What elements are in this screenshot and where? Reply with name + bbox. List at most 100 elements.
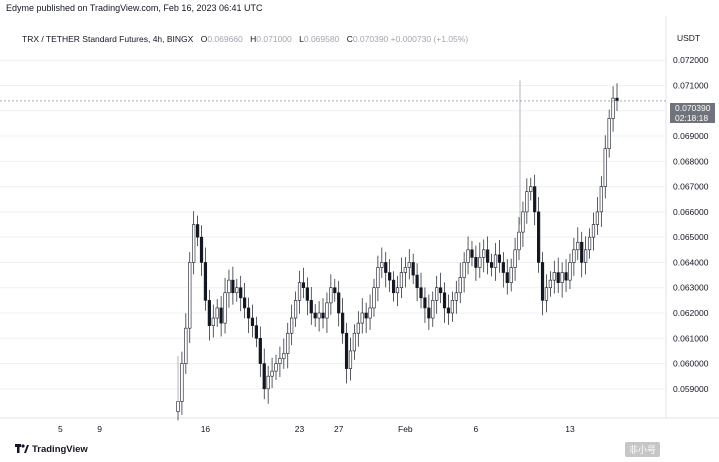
candle-body <box>450 300 454 314</box>
last-price-tag: 0.070390 02:18:18 <box>670 103 715 123</box>
y-tick-label: 0.067000 <box>673 182 709 192</box>
x-tick-label: 16 <box>201 424 211 434</box>
x-tick-label: 23 <box>295 424 305 434</box>
candle-body <box>274 363 278 372</box>
candle-body <box>372 287 376 309</box>
candle-body <box>521 211 525 233</box>
candle-body <box>301 282 306 289</box>
candle-body <box>529 186 533 192</box>
candle-body <box>572 249 576 263</box>
candle-body <box>325 302 329 319</box>
candle-body <box>595 211 600 225</box>
candle-body <box>309 300 313 314</box>
y-tick-label: 0.064000 <box>673 257 709 267</box>
candle-body <box>607 118 611 149</box>
candle-body <box>537 211 541 263</box>
candle-body <box>207 300 211 326</box>
watermark-badge: 非小号 <box>625 442 661 457</box>
x-tick-label: 27 <box>334 424 344 434</box>
candle-body <box>407 262 411 268</box>
candle-body <box>548 279 552 289</box>
candle-body <box>423 297 427 309</box>
candle-body <box>525 191 529 213</box>
candle-body <box>297 282 302 301</box>
candle-body <box>376 267 380 289</box>
candle-body <box>211 317 215 326</box>
y-tick-label: 0.063000 <box>673 283 709 293</box>
candle-body <box>235 287 239 294</box>
candle-body <box>442 292 447 309</box>
legend-close-label: C <box>346 34 353 44</box>
candle-body <box>176 401 180 412</box>
candle-body <box>513 249 517 268</box>
candle-body <box>439 287 443 294</box>
candle-body <box>556 272 560 283</box>
candle-body <box>368 307 372 319</box>
y-tick-label: 0.066000 <box>673 207 709 217</box>
candle-body <box>239 287 243 299</box>
candle-body <box>321 312 325 319</box>
legend-open: 0.069660 <box>207 34 243 44</box>
candle-body <box>497 254 502 263</box>
candle-body <box>462 262 466 278</box>
x-tick-label: Feb <box>398 424 413 434</box>
publish-text: Edyme published on TradingView.com, Feb … <box>6 3 263 13</box>
candle-body <box>188 262 192 329</box>
candle-body <box>435 287 439 301</box>
legend-open-label: O <box>200 34 208 44</box>
candle-body <box>486 249 490 263</box>
last-price-value: 0.070390 <box>675 103 711 113</box>
legend-low-label: L <box>299 34 304 44</box>
candle-body <box>262 363 266 390</box>
candle-body <box>391 279 396 294</box>
x-tick-label: 6 <box>474 424 479 434</box>
candle-body <box>411 262 415 276</box>
candle-body <box>203 262 208 301</box>
legend-close: 0.070390 <box>352 34 389 44</box>
y-tick-label: 0.059000 <box>673 384 709 394</box>
candle-body <box>344 332 349 369</box>
candle-body <box>199 236 204 263</box>
legend-symbol[interactable]: TRX / TETHER Standard Futures, 4h, BINGX <box>22 34 194 44</box>
candle-body <box>615 97 619 101</box>
candle-body <box>293 300 298 319</box>
candle-body <box>317 312 321 319</box>
candle-body <box>282 353 286 359</box>
candle-body <box>395 287 400 294</box>
candle-body <box>517 231 521 251</box>
candle-body <box>195 224 200 238</box>
candle-body <box>493 254 498 268</box>
candle-body <box>380 262 384 268</box>
currency-label[interactable]: USDT <box>677 33 701 43</box>
candle-body <box>246 307 251 319</box>
candle-body <box>231 279 235 294</box>
candle-body <box>388 272 392 281</box>
legend-low: 0.069580 <box>303 34 340 44</box>
candle-body <box>540 262 545 301</box>
candle-body <box>482 249 486 258</box>
legend-high: 0.071000 <box>256 34 292 44</box>
candle-body <box>458 277 462 294</box>
candle-body <box>470 249 474 258</box>
candle-body <box>313 312 317 319</box>
candle-body <box>254 325 258 339</box>
candle-body <box>427 307 431 319</box>
candle-body <box>587 236 592 251</box>
chart-frame: 0.059000 0.060000 0.061000 0.062000 0.063000… <box>0 16 719 457</box>
price-chart[interactable]: 0.059000 0.060000 0.061000 0.062000 0.063000… <box>0 16 719 446</box>
legend-high-label: H <box>250 34 257 44</box>
candle-body <box>576 241 580 251</box>
publish-bar: Edyme published on TradingView.com, Feb … <box>0 0 719 16</box>
y-tick-label: 0.065000 <box>673 232 709 242</box>
y-tick-label: 0.069000 <box>673 131 709 141</box>
candle-body <box>348 350 353 369</box>
candle-body <box>333 287 337 294</box>
candle-body <box>180 363 184 402</box>
candle-body <box>360 312 364 324</box>
candle-body <box>591 224 596 238</box>
x-tick-label: 13 <box>565 424 575 434</box>
candle-body <box>305 287 309 301</box>
candle-body <box>243 297 247 309</box>
candle-body <box>258 337 262 364</box>
y-tick-label: 0.071000 <box>673 81 709 91</box>
